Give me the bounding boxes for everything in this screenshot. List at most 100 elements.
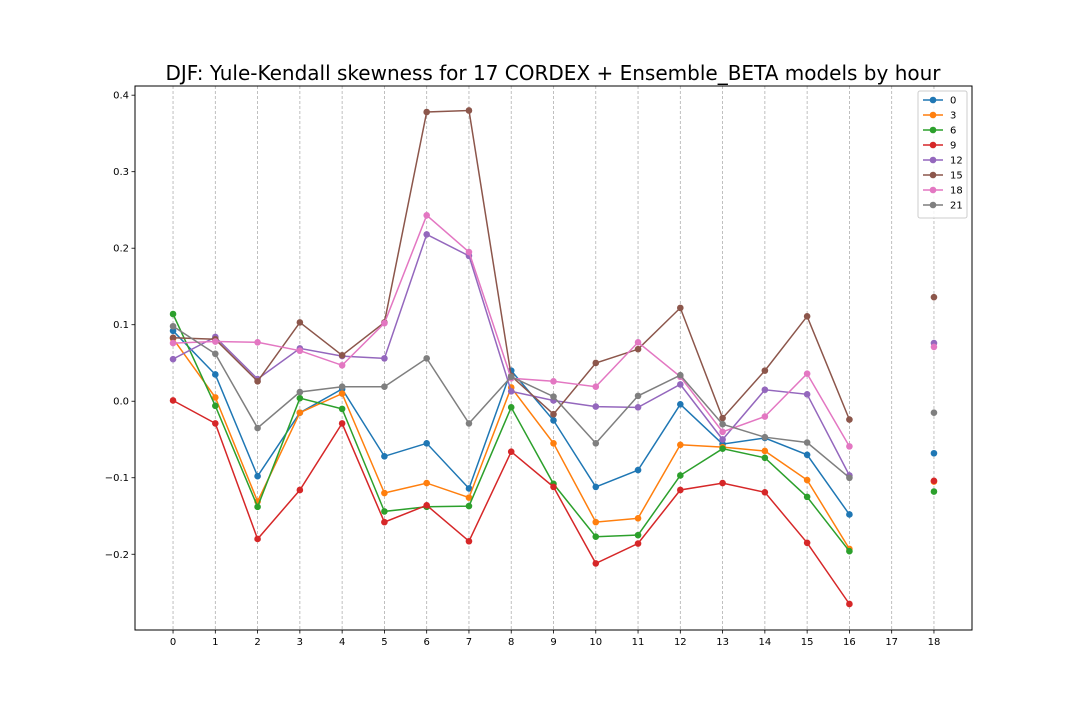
data-point-12 [381,355,388,362]
x-tick-label: 16 [843,637,856,648]
data-point-12 [634,404,642,411]
legend-box [917,90,968,219]
data-point-6 [930,488,938,495]
data-point-15 [803,313,811,320]
legend-marker [929,186,937,194]
data-point-3 [381,489,388,497]
data-point-0 [169,327,177,335]
legend-label: 15 [950,171,963,182]
legend-marker [929,171,937,179]
x-tick-label: 15 [801,637,814,648]
x-tick-label: 4 [339,637,345,648]
data-point-21 [761,433,769,441]
data-point-18 [846,443,853,450]
data-point-9 [465,537,473,545]
x-tick-label: 18 [928,637,941,648]
data-point-21 [803,439,811,446]
data-point-6 [592,533,600,540]
x-tick-label: 9 [550,637,556,648]
data-point-0 [212,371,219,378]
legend-item-3: 3 [923,111,956,122]
x-tick-label: 11 [632,637,645,648]
data-point-21 [296,388,304,396]
data-point-6 [338,405,346,413]
data-point-18 [930,343,938,351]
data-point-3 [254,498,261,505]
data-point-9 [212,420,219,427]
data-point-12 [592,403,600,410]
data-point-6 [169,310,177,318]
data-point-15 [169,334,177,342]
data-point-3 [550,440,557,447]
data-point-9 [634,540,642,547]
data-point-12 [803,391,811,398]
legend-marker [929,201,937,209]
data-point-3 [803,476,811,484]
data-point-15 [634,345,642,353]
data-point-12 [719,436,726,443]
data-point-9 [296,486,304,494]
data-point-18 [550,378,557,385]
data-point-21 [677,371,684,379]
data-point-15 [846,416,853,423]
y-tick-label: 0.1 [113,320,129,331]
data-point-0 [592,483,600,491]
series-21 [169,322,938,482]
data-point-6 [254,503,261,511]
data-point-21 [381,383,388,390]
data-point-18 [761,413,769,420]
legend-item-15: 15 [923,171,963,182]
data-point-21 [254,424,261,432]
legend: 0 3 6 9 12 15 18 21 [917,90,968,219]
data-point-6 [507,404,515,411]
data-point-3 [338,390,346,397]
legend-label: 18 [950,186,963,197]
data-point-18 [169,339,177,347]
legend-marker [929,111,937,119]
data-point-21 [719,420,726,428]
data-point-9 [846,600,853,608]
y-tick-label: 0.2 [113,244,129,255]
legend-label: 6 [950,126,956,137]
data-point-15 [677,304,684,312]
y-tick-label: −0.1 [105,473,129,484]
legend-item-9: 9 [923,141,956,152]
data-point-21 [507,373,515,381]
legend-label: 9 [950,141,956,152]
data-point-12 [507,387,515,395]
x-tick-label: 17 [885,637,898,648]
data-point-6 [677,472,684,479]
y-axis: −0.2 −0.1 0.0 0.1 0.2 0.3 0.4 [105,91,135,561]
y-tick-label: 0.0 [113,397,129,408]
data-point-12 [169,355,177,363]
data-point-9 [930,477,938,485]
data-point-6 [381,508,388,515]
data-point-6 [803,493,811,501]
data-point-21 [550,393,557,400]
data-point-9 [169,397,177,404]
data-point-21 [338,383,346,390]
data-point-15 [719,414,726,422]
data-point-18 [465,248,473,256]
data-point-3 [296,409,304,417]
data-point-18 [592,383,600,390]
data-point-6 [761,454,769,462]
data-point-9 [803,539,811,547]
x-tick-label: 6 [423,637,429,648]
data-point-3 [465,494,473,501]
data-point-12 [423,231,430,238]
y-tick-label: 0.4 [113,91,129,102]
data-point-6 [634,531,642,539]
data-point-3 [212,394,219,401]
y-tick-label: −0.2 [105,550,129,561]
data-point-3 [592,518,600,526]
data-point-21 [423,355,430,362]
data-point-3 [677,441,684,449]
legend-marker [929,126,937,134]
legend-label: 12 [950,156,963,167]
data-point-0 [465,485,473,492]
legend-label: 21 [950,201,963,212]
legend-item-0: 0 [923,96,956,107]
data-point-9 [254,535,261,543]
